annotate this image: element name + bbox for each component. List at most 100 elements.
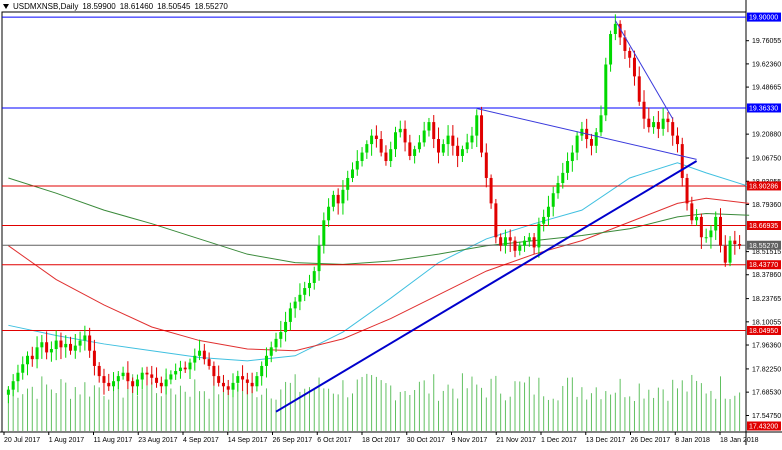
- candle-body: [475, 115, 479, 136]
- candle-body: [336, 194, 340, 204]
- candle-body: [642, 101, 646, 119]
- candle-body: [207, 359, 211, 366]
- y-tick-label: 18.37860: [752, 272, 781, 279]
- y-tick-label: 17.96360: [752, 343, 781, 350]
- candle-body: [379, 139, 383, 153]
- candle-body: [255, 376, 259, 387]
- y-tick-label: 17.82250: [752, 366, 781, 373]
- candle-body: [279, 332, 283, 339]
- candle-body: [723, 245, 727, 263]
- candle-body: [671, 122, 675, 136]
- candle-body: [317, 245, 321, 272]
- candle-body: [54, 340, 58, 350]
- candle-body: [680, 144, 684, 178]
- candle-body: [183, 367, 187, 370]
- candle-body: [112, 381, 116, 387]
- candle-body: [293, 301, 297, 309]
- candle-body: [360, 152, 364, 162]
- candle-body: [69, 343, 73, 351]
- y-tick-label: 19.20880: [752, 132, 781, 139]
- candle-body: [16, 372, 20, 382]
- x-tick-label: 1 Aug 2017: [49, 437, 85, 444]
- price-level-tag: [747, 240, 781, 250]
- candle-body: [398, 128, 402, 133]
- price-level-label: 18.66935: [749, 223, 778, 230]
- candle-body: [432, 122, 436, 140]
- candle-body: [542, 216, 546, 224]
- dropdown-arrow-icon[interactable]: [3, 4, 9, 9]
- candle-body: [126, 372, 130, 382]
- candle-body: [202, 350, 206, 360]
- candle-body: [231, 382, 235, 390]
- price-level-tag: [747, 421, 781, 431]
- candle-body: [417, 142, 421, 150]
- candle-body: [661, 118, 665, 129]
- x-tick-label: 18 Oct 2017: [362, 437, 400, 444]
- candle-body: [40, 342, 44, 348]
- candle-body: [394, 132, 398, 150]
- candle-body: [198, 350, 202, 356]
- candle-body: [131, 381, 135, 387]
- candle-body: [64, 343, 68, 348]
- moving-average-2: [8, 197, 750, 352]
- x-tick-label: 23 Aug 2017: [138, 437, 177, 444]
- candle-body: [556, 183, 560, 194]
- y-tick-label: 18.10055: [752, 319, 781, 326]
- candle-body: [6, 389, 10, 395]
- candle-body: [73, 345, 77, 351]
- candle-body: [523, 240, 527, 246]
- candle-body: [298, 294, 302, 302]
- y-tick-label: 19.06750: [752, 156, 781, 163]
- candle-body: [155, 377, 159, 383]
- candle-body: [30, 355, 34, 360]
- candle-body: [331, 194, 335, 207]
- moving-average-1: [8, 162, 750, 362]
- candle-body: [666, 118, 670, 123]
- y-tick-label: 19.76055: [752, 38, 781, 45]
- candle-body: [403, 128, 407, 143]
- x-tick-label: 26 Sep 2017: [273, 437, 313, 444]
- candle-body: [107, 382, 111, 387]
- candle-body: [537, 223, 541, 248]
- chart-header: USDMXNSB,Daily 18.59900 18.61460 18.5054…: [3, 2, 228, 11]
- candle-body: [685, 177, 689, 204]
- candle-body: [604, 64, 608, 116]
- y-tick-label: 18.23765: [752, 296, 781, 303]
- candle-body: [49, 349, 53, 353]
- candle-body: [690, 203, 694, 221]
- candle-body: [260, 365, 264, 377]
- candle-body: [140, 372, 144, 380]
- candle-body: [274, 338, 278, 348]
- candle-body: [226, 386, 230, 390]
- candle-body: [728, 240, 732, 263]
- candle-body: [88, 335, 92, 351]
- low-value: 18.50545: [157, 2, 191, 11]
- close-value: 18.55270: [194, 2, 228, 11]
- candle-body: [508, 237, 512, 241]
- candle-body: [121, 372, 125, 377]
- candle-body: [675, 135, 679, 145]
- candle-body: [632, 57, 636, 77]
- candle-body: [250, 382, 254, 387]
- candle-body: [135, 379, 139, 387]
- candle-body: [561, 172, 565, 184]
- candle-body: [374, 135, 378, 140]
- candle-body: [384, 152, 388, 162]
- price-level-tag: [747, 12, 781, 22]
- price-level-tag: [747, 325, 781, 335]
- candle-body: [484, 152, 488, 178]
- candle-body: [269, 347, 273, 356]
- trendline-support: [275, 160, 698, 413]
- candle-body: [637, 76, 641, 102]
- x-tick-label: 21 Nov 2017: [496, 437, 536, 444]
- candle-body: [441, 144, 445, 153]
- candle-body: [35, 347, 39, 360]
- y-tick-label: 17.68530: [752, 390, 781, 397]
- candle-body: [575, 135, 579, 153]
- candle-body: [695, 216, 699, 221]
- candle-body: [599, 115, 603, 133]
- candle-body: [738, 244, 742, 246]
- candle-body: [699, 216, 703, 238]
